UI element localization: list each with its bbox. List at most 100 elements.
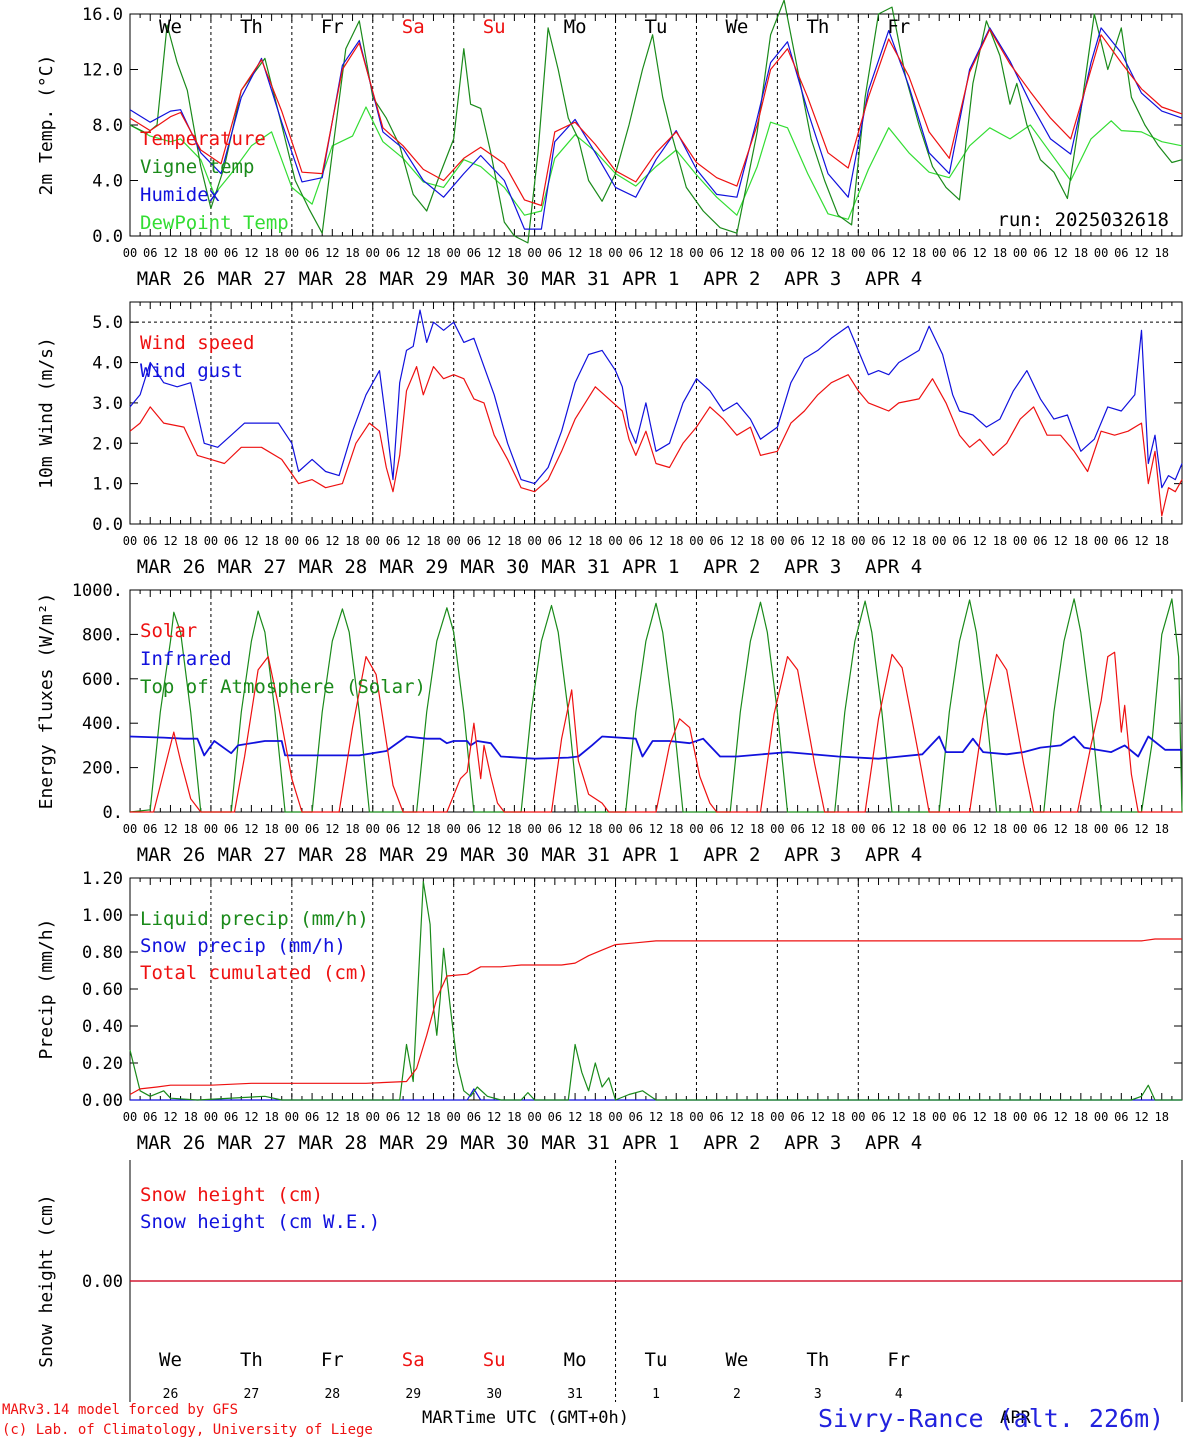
hour-tick-label: 18	[669, 1110, 683, 1124]
series-line-vigne-temp	[129, 0, 1183, 244]
hour-tick-label: 12	[406, 1110, 420, 1124]
plot-frame	[129, 13, 1183, 237]
weekday-label: Th	[806, 1349, 829, 1371]
weekday-label: We	[159, 1349, 182, 1371]
day-label: APR 2	[703, 268, 760, 290]
day-label: MAR 31	[541, 1132, 610, 1154]
hour-tick-label: 00	[851, 246, 865, 260]
hour-tick-label: 18	[588, 1110, 602, 1124]
hour-tick-label: 18	[993, 534, 1007, 548]
hour-tick-label: 12	[1134, 1110, 1148, 1124]
day-label: MAR 27	[218, 844, 287, 866]
y-tick-label: 0.20	[82, 1054, 123, 1074]
day-label: MAR 29	[380, 1132, 449, 1154]
hour-tick-label: 12	[811, 534, 825, 548]
hour-tick-label: 00	[204, 246, 218, 260]
day-label: MAR 28	[299, 844, 368, 866]
hour-tick-label: 06	[629, 534, 643, 548]
hour-tick-label: 18	[831, 246, 845, 260]
hour-tick-label: 12	[1053, 1110, 1067, 1124]
hour-tick-label: 18	[912, 822, 926, 836]
hour-tick-label: 06	[790, 534, 804, 548]
hour-tick-label: 18	[426, 246, 440, 260]
hour-tick-label: 06	[629, 1110, 643, 1124]
day-label: MAR 27	[218, 268, 287, 290]
hour-tick-label: 12	[487, 822, 501, 836]
footer: MARv3.14 model forced by GFS (c) Lab. of…	[2, 1402, 1164, 1438]
hour-tick-label: 06	[224, 822, 238, 836]
series-line-top-of-atmosphere-solar	[129, 598, 1183, 813]
y-tick-label: 1000.	[72, 581, 123, 601]
hour-tick-label: 18	[1074, 1110, 1088, 1124]
hour-tick-label: 18	[750, 822, 764, 836]
hour-tick-label: 12	[163, 1110, 177, 1124]
hour-tick-label: 06	[709, 1110, 723, 1124]
hour-tick-label: 18	[183, 534, 197, 548]
hour-tick-label: 18	[669, 822, 683, 836]
hour-tick-label: 12	[163, 534, 177, 548]
hour-tick-label: 00	[446, 246, 460, 260]
legend-entry: Total cumulated (cm)	[140, 962, 369, 984]
hour-tick-label: 12	[1053, 534, 1067, 548]
hour-tick-label: 18	[669, 534, 683, 548]
run-label: run: 2025032618	[997, 209, 1169, 231]
hour-tick-label: 12	[892, 1110, 906, 1124]
hour-tick-label: 00	[1013, 246, 1027, 260]
hour-tick-label: 00	[366, 534, 380, 548]
hour-tick-label: 12	[649, 246, 663, 260]
hour-tick-label: 00	[1094, 534, 1108, 548]
hour-tick-label: 12	[1134, 246, 1148, 260]
legend-entry: Vigne temp	[140, 156, 254, 178]
hour-tick-label: 06	[224, 246, 238, 260]
hour-tick-label: 12	[730, 534, 744, 548]
hour-tick-label: 18	[345, 822, 359, 836]
hour-tick-label: 12	[244, 534, 258, 548]
hour-tick-label: 18	[1074, 534, 1088, 548]
hour-tick-label: 12	[811, 246, 825, 260]
y-tick-label: 200.	[82, 759, 123, 779]
hour-tick-label: 06	[1114, 1110, 1128, 1124]
legend-entry: DewPoint Temp	[140, 212, 289, 234]
hour-tick-label: 18	[1074, 822, 1088, 836]
hour-tick-label: 18	[1155, 534, 1169, 548]
hour-tick-label: 06	[143, 1110, 157, 1124]
day-number-label: 30	[486, 1387, 502, 1402]
legend-entry: Liquid precip (mm/h)	[140, 908, 369, 930]
day-number-label: 27	[244, 1387, 260, 1402]
day-number-label: 29	[405, 1387, 421, 1402]
hour-tick-label: 12	[406, 822, 420, 836]
series-line-wind-gust	[129, 309, 1183, 489]
day-label: MAR 27	[218, 556, 287, 578]
hour-tick-label: 06	[305, 534, 319, 548]
y-tick-label: 5.0	[92, 313, 123, 333]
hour-tick-label: 06	[467, 1110, 481, 1124]
weekday-label: Tu	[645, 16, 668, 38]
day-label: MAR 29	[380, 844, 449, 866]
day-number-label: 3	[814, 1387, 822, 1402]
hour-tick-label: 06	[629, 246, 643, 260]
site-label: Sivry-Rance (alt. 226m)	[818, 1404, 1164, 1433]
weekday-label: Fr	[887, 1349, 910, 1371]
hour-tick-label: 12	[325, 822, 339, 836]
hour-tick-label: 00	[1013, 822, 1027, 836]
hour-tick-label: 12	[972, 246, 986, 260]
hour-tick-label: 00	[851, 1110, 865, 1124]
hour-tick-label: 12	[649, 534, 663, 548]
x-axis-label: Time UTC (GMT+0h)	[455, 1408, 629, 1428]
hour-tick-label: 12	[568, 822, 582, 836]
hour-tick-label: 00	[285, 1110, 299, 1124]
series-line-temperature	[129, 28, 1183, 207]
y-axis-title: Precip (mm/h)	[36, 919, 57, 1060]
weekday-label: We	[725, 16, 748, 38]
hour-tick-label: 12	[811, 822, 825, 836]
hour-tick-label: 18	[912, 1110, 926, 1124]
hour-tick-label: 00	[123, 822, 137, 836]
hour-tick-label: 12	[972, 534, 986, 548]
hour-tick-label: 12	[568, 1110, 582, 1124]
hour-tick-label: 06	[467, 534, 481, 548]
hour-tick-label: 00	[932, 534, 946, 548]
hour-tick-label: 18	[1155, 1110, 1169, 1124]
y-tick-label: 0.00	[82, 1272, 123, 1292]
hour-tick-label: 12	[244, 1110, 258, 1124]
y-tick-label: 0.00	[82, 1091, 123, 1111]
